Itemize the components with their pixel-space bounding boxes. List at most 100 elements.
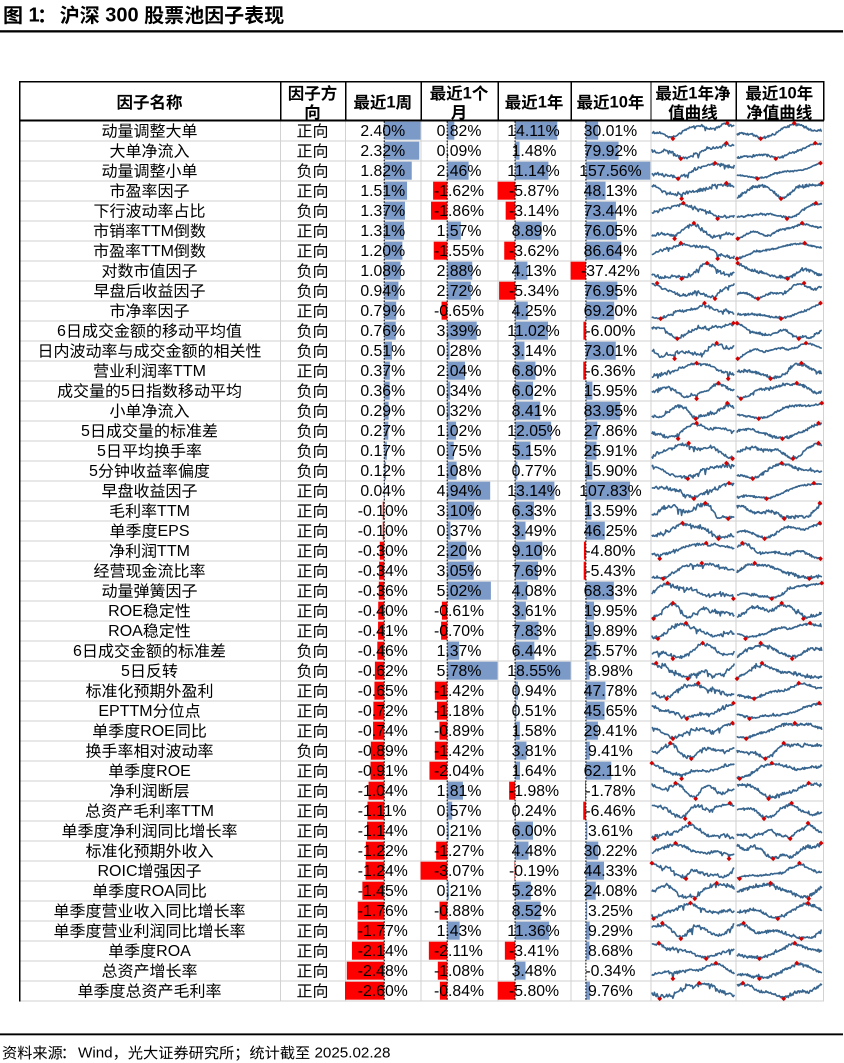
svg-text:Wind: Wind <box>78 1045 113 1062</box>
svg-text:-1.18%: -1.18% <box>434 703 484 720</box>
svg-text:3.05%: 3.05% <box>437 563 482 580</box>
svg-text:-0.30%: -0.30% <box>358 543 408 560</box>
svg-text:-0.72%: -0.72% <box>358 703 408 720</box>
svg-text:0.77%: 0.77% <box>512 463 557 480</box>
svg-text:0.36%: 0.36% <box>360 383 405 400</box>
svg-text:ROA: ROA <box>108 623 143 640</box>
svg-text:25.57%: 25.57% <box>584 643 638 660</box>
svg-text:-3.41%: -3.41% <box>509 943 559 960</box>
svg-text:-2.04%: -2.04% <box>434 763 484 780</box>
svg-text:0.21%: 0.21% <box>437 883 482 900</box>
svg-text:TTM: TTM <box>141 243 174 260</box>
svg-text:TTM: TTM <box>157 543 190 560</box>
svg-text:-0.88%: -0.88% <box>434 903 484 920</box>
svg-text:13.59%: 13.59% <box>584 503 638 520</box>
svg-text:-1.42%: -1.42% <box>434 683 484 700</box>
svg-text:0.04%: 0.04% <box>360 483 405 500</box>
svg-text:0.51%: 0.51% <box>512 703 557 720</box>
svg-text:ROE: ROE <box>156 763 191 780</box>
svg-text:-2.14%: -2.14% <box>358 943 408 960</box>
svg-text:0.27%: 0.27% <box>360 423 405 440</box>
svg-text:EPS: EPS <box>157 523 189 540</box>
svg-text:1.58%: 1.58% <box>512 723 557 740</box>
svg-text:24.08%: 24.08% <box>584 883 638 900</box>
svg-text:8.98%: 8.98% <box>588 663 633 680</box>
svg-text:-2.60%: -2.60% <box>358 983 408 1000</box>
svg-text:4.13%: 4.13% <box>512 263 557 280</box>
svg-text:1.37%: 1.37% <box>360 203 405 220</box>
svg-text:9.10%: 9.10% <box>512 543 557 560</box>
svg-text:-5.34%: -5.34% <box>509 283 559 300</box>
svg-text:2.46%: 2.46% <box>437 163 482 180</box>
svg-text:-1.14%: -1.14% <box>358 823 408 840</box>
svg-text:1.02%: 1.02% <box>437 423 482 440</box>
svg-text:86.64%: 86.64% <box>584 243 638 260</box>
svg-text:2.72%: 2.72% <box>437 283 482 300</box>
svg-text:44.33%: 44.33% <box>584 863 638 880</box>
svg-text:3.48%: 3.48% <box>512 963 557 980</box>
svg-text:3.61%: 3.61% <box>512 603 557 620</box>
svg-text:5: 5 <box>81 423 90 440</box>
svg-text:ROE: ROE <box>108 603 143 620</box>
svg-text:EPTTM: EPTTM <box>98 703 152 720</box>
svg-text:8.41%: 8.41% <box>512 403 557 420</box>
svg-text:-0.10%: -0.10% <box>358 523 408 540</box>
svg-text:3.61%: 3.61% <box>588 823 633 840</box>
svg-text:1: 1 <box>538 94 547 112</box>
svg-text:13.14%: 13.14% <box>507 483 561 500</box>
svg-text:9.76%: 9.76% <box>588 983 633 1000</box>
svg-text:2.88%: 2.88% <box>437 263 482 280</box>
svg-text:1.48%: 1.48% <box>512 143 557 160</box>
svg-text:79.92%: 79.92% <box>584 143 638 160</box>
svg-text:10: 10 <box>778 85 796 103</box>
svg-text:0.24%: 0.24% <box>512 803 557 820</box>
svg-text:0.57%: 0.57% <box>437 803 482 820</box>
svg-text:6.02%: 6.02% <box>512 383 557 400</box>
svg-text:ROE: ROE <box>140 723 175 740</box>
svg-text:29.41%: 29.41% <box>584 723 638 740</box>
svg-text:25.91%: 25.91% <box>584 443 638 460</box>
svg-text:5.15%: 5.15% <box>512 443 557 460</box>
svg-text:1.08%: 1.08% <box>360 263 405 280</box>
svg-text:7.69%: 7.69% <box>512 563 557 580</box>
svg-text:19.89%: 19.89% <box>584 623 638 640</box>
svg-text:7.83%: 7.83% <box>512 623 557 640</box>
svg-text:4.94%: 4.94% <box>437 483 482 500</box>
svg-text:-3.62%: -3.62% <box>509 243 559 260</box>
svg-text:-6.46%: -6.46% <box>585 803 635 820</box>
svg-text:-1.55%: -1.55% <box>434 243 484 260</box>
svg-text:8.68%: 8.68% <box>588 943 633 960</box>
svg-text:3.25%: 3.25% <box>588 903 633 920</box>
svg-text:3.14%: 3.14% <box>512 343 557 360</box>
svg-text:4.25%: 4.25% <box>512 303 557 320</box>
svg-text:0.17%: 0.17% <box>360 443 405 460</box>
svg-text:1.81%: 1.81% <box>437 783 482 800</box>
svg-text:-0.74%: -0.74% <box>358 723 408 740</box>
svg-text:TTM: TTM <box>173 363 206 380</box>
svg-text:76.05%: 76.05% <box>584 223 638 240</box>
svg-text:5: 5 <box>89 463 98 480</box>
svg-text:-2.11%: -2.11% <box>434 943 483 960</box>
svg-text:4.48%: 4.48% <box>512 843 557 860</box>
svg-text:76.95%: 76.95% <box>584 283 638 300</box>
svg-text:46.25%: 46.25% <box>584 523 638 540</box>
svg-text:-0.91%: -0.91% <box>358 763 408 780</box>
svg-text:45.65%: 45.65% <box>584 703 638 720</box>
svg-text:6.44%: 6.44% <box>512 643 557 660</box>
svg-text:0.94%: 0.94% <box>360 283 405 300</box>
svg-text:1.37%: 1.37% <box>437 643 482 660</box>
svg-text:2.32%: 2.32% <box>360 143 405 160</box>
svg-text:1: 1 <box>463 85 472 103</box>
svg-text:-0.89%: -0.89% <box>358 743 408 760</box>
svg-text:18.55%: 18.55% <box>507 663 561 680</box>
svg-text:-5.80%: -5.80% <box>509 983 559 1000</box>
svg-text:3.39%: 3.39% <box>437 323 482 340</box>
svg-text:3.49%: 3.49% <box>512 523 557 540</box>
svg-text:0.75%: 0.75% <box>437 443 482 460</box>
svg-text:-1.45%: -1.45% <box>358 883 408 900</box>
svg-text:-4.80%: -4.80% <box>585 543 635 560</box>
svg-text:0.34%: 0.34% <box>437 383 482 400</box>
svg-text:1.64%: 1.64% <box>512 763 557 780</box>
svg-text:-0.36%: -0.36% <box>358 583 408 600</box>
svg-text:5: 5 <box>97 443 106 460</box>
